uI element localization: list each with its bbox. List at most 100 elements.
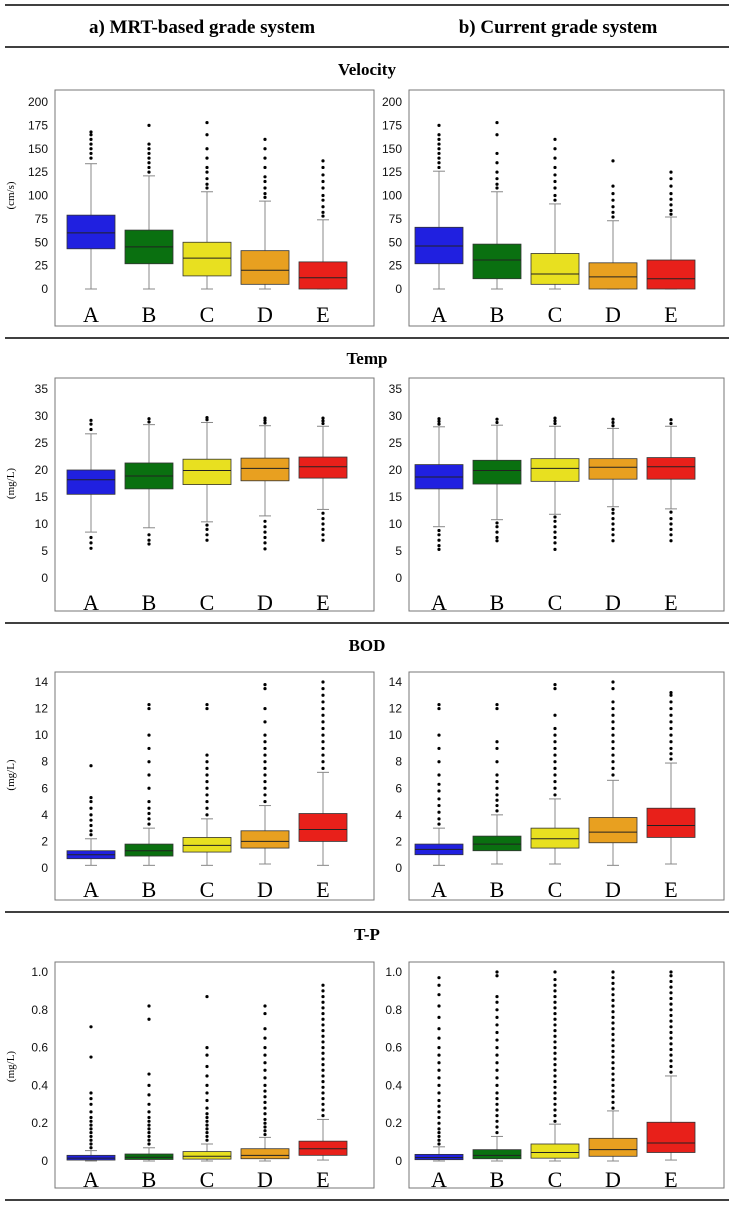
outlier-point [437, 789, 441, 793]
outlier-point [437, 1104, 441, 1108]
outlier-point [437, 533, 441, 537]
category-label: C [548, 877, 563, 902]
section-velocity: Velocity 0 25 50 75 100 125 150 175 200 (cm/s) A B C D… [5, 60, 729, 339]
category-label: B [490, 590, 505, 615]
outlier-point [495, 420, 499, 425]
box-D: D [588, 159, 638, 327]
y-tick-label: 1.0 [31, 965, 48, 979]
outlier-point [611, 773, 615, 777]
outlier-point [611, 417, 615, 421]
outlier-point [147, 817, 151, 821]
outlier-point [553, 713, 557, 717]
box-C: C [182, 120, 232, 327]
outlier-point [263, 1061, 267, 1065]
y-tick-label: 4 [395, 808, 402, 822]
outlier-point [437, 797, 441, 801]
box-A: A [66, 764, 116, 902]
outlier-point [437, 151, 441, 156]
box-iqr [182, 1151, 232, 1160]
outlier-point [321, 173, 325, 177]
outlier-point [89, 1115, 93, 1120]
category-label: D [257, 877, 273, 902]
outlier-point [263, 683, 267, 687]
plot-frame [408, 377, 725, 612]
outlier-point [669, 1013, 673, 1018]
box-E: E [298, 983, 348, 1192]
outlier-point [147, 733, 151, 737]
outlier-point [321, 193, 325, 198]
outlier-point [147, 1142, 151, 1146]
outlier-point [321, 753, 325, 757]
outlier-point [263, 192, 267, 196]
box-iqr [298, 261, 348, 290]
outlier-point [263, 687, 267, 691]
outlier-point [205, 1115, 209, 1120]
outlier-point [495, 1030, 499, 1035]
outlier-point [263, 530, 267, 534]
outlier-point [611, 733, 615, 737]
outlier-point [321, 1028, 325, 1033]
box-E: E [646, 170, 696, 327]
outlier-point [89, 1134, 93, 1139]
outlier-point [263, 1046, 267, 1050]
outlier-point [495, 970, 499, 974]
outlier-point [611, 687, 615, 691]
outlier-point [437, 1068, 441, 1072]
outlier-point [321, 1063, 325, 1067]
y-tick-label: 200 [28, 95, 48, 109]
outlier-point [669, 985, 673, 989]
box-iqr [182, 458, 232, 485]
box-C: C [530, 137, 580, 327]
outlier-point [263, 1121, 267, 1125]
outlier-point [437, 422, 441, 426]
outlier-point [495, 1015, 499, 1019]
outlier-point [321, 1057, 325, 1061]
outlier-point [89, 833, 93, 837]
outlier-point [147, 760, 151, 764]
outlier-point [611, 1049, 615, 1053]
box-B: B [472, 120, 522, 327]
outlier-point [669, 533, 673, 537]
outlier-point [553, 793, 557, 797]
y-tick-label: 0 [41, 861, 48, 875]
outlier-point [321, 421, 325, 426]
outlier-point [495, 530, 499, 534]
outlier-point [553, 421, 557, 426]
outlier-point [669, 713, 673, 717]
outlier-point [495, 706, 499, 711]
y-tick-label: 150 [382, 142, 402, 156]
outlier-point [263, 720, 267, 724]
outlier-point [205, 702, 209, 707]
outlier-point [495, 1046, 499, 1050]
outlier-point [669, 706, 673, 711]
outlier-point [263, 175, 267, 179]
outlier-point [205, 813, 209, 817]
outlier-point [321, 726, 325, 731]
outlier-point [553, 147, 557, 151]
outlier-point [321, 1034, 325, 1038]
outlier-point [89, 133, 93, 137]
outlier-point [553, 416, 557, 420]
box-iqr [124, 843, 174, 857]
outlier-point [611, 1032, 615, 1036]
outlier-point [611, 753, 615, 757]
outlier-point [205, 806, 209, 810]
outlier-point [611, 1015, 615, 1019]
section-temp: Temp 0 5 10 15 20 25 30 35 (mg/L) A B C D E 0 5 10 15 20 25 3… [5, 349, 729, 624]
category-label: E [664, 1167, 677, 1192]
outlier-point [321, 989, 325, 993]
box-E: E [298, 416, 348, 615]
box-E: E [298, 680, 348, 902]
y-tick-label: 14 [389, 675, 403, 689]
y-tick-label: 8 [395, 755, 402, 769]
outlier-point [321, 760, 325, 764]
outlier-point [263, 156, 267, 160]
outlier-point [611, 760, 615, 764]
outlier-point [321, 746, 325, 751]
outlier-point [611, 517, 615, 521]
box-A: A [414, 702, 464, 902]
outlier-point [263, 766, 267, 770]
outlier-point [669, 691, 673, 695]
outlier-point [553, 525, 557, 529]
